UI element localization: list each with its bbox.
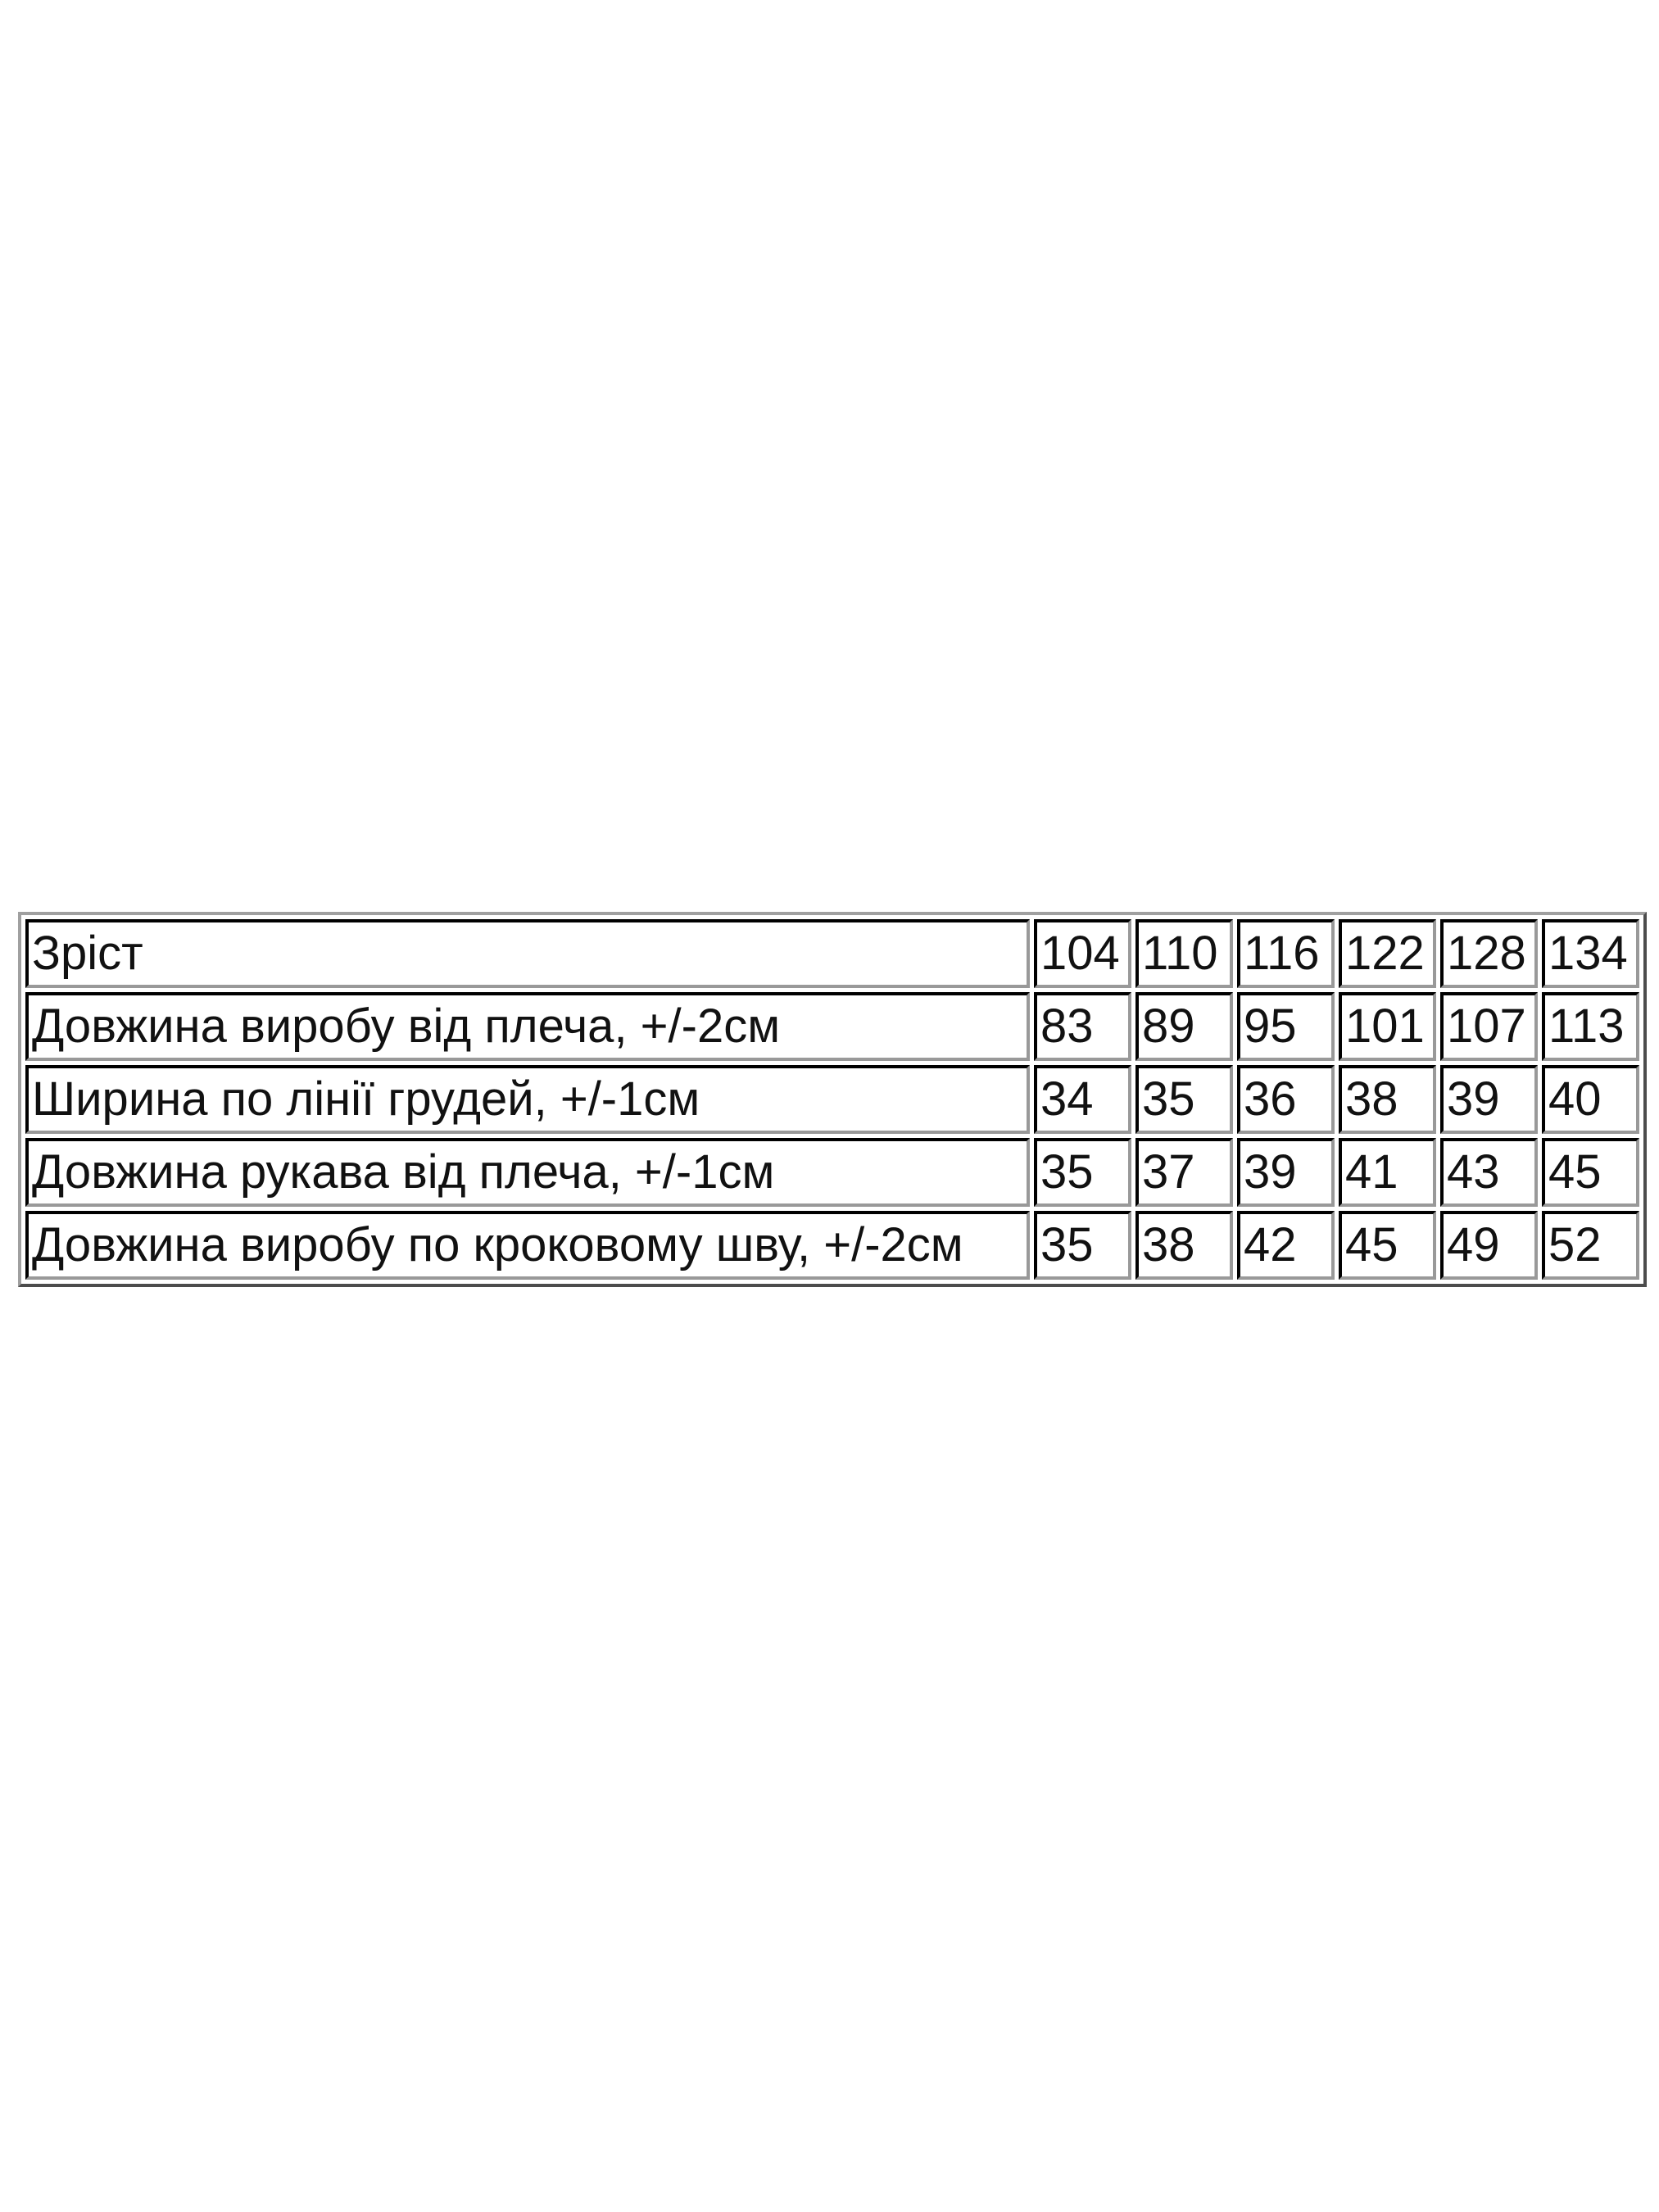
table-cell: 35 bbox=[1135, 1065, 1233, 1134]
table-cell: 95 bbox=[1237, 992, 1335, 1061]
row-label: Довжина рукава від плеча, +/-1см bbox=[25, 1138, 1030, 1207]
table-cell: 52 bbox=[1542, 1211, 1639, 1280]
table-row: Ширина по лінії грудей, +/-1см 34 35 36 38 39… bbox=[25, 1065, 1639, 1134]
table-cell: 116 bbox=[1237, 919, 1335, 988]
table-cell: 110 bbox=[1135, 919, 1233, 988]
table-cell: 37 bbox=[1135, 1138, 1233, 1207]
table-row: Довжина рукава від плеча, +/-1см 35 37 39 41… bbox=[25, 1138, 1639, 1207]
table-cell: 107 bbox=[1440, 992, 1538, 1061]
header-row: Зріст 104 110 116 122 128 134 bbox=[25, 919, 1639, 988]
table-cell: 101 bbox=[1339, 992, 1436, 1061]
table-cell: 42 bbox=[1237, 1211, 1335, 1280]
table-cell: 83 bbox=[1034, 992, 1131, 1061]
table-cell: 43 bbox=[1440, 1138, 1538, 1207]
table-cell: 35 bbox=[1034, 1211, 1131, 1280]
table-cell: 122 bbox=[1339, 919, 1436, 988]
table-cell: 40 bbox=[1542, 1065, 1639, 1134]
table-cell: 41 bbox=[1339, 1138, 1436, 1207]
row-label: Зріст bbox=[25, 919, 1030, 988]
table-cell: 36 bbox=[1237, 1065, 1335, 1134]
table-cell: 39 bbox=[1440, 1065, 1538, 1134]
table-cell: 89 bbox=[1135, 992, 1233, 1061]
row-label: Довжина виробу по кроковому шву, +/-2см bbox=[25, 1211, 1030, 1280]
table-cell: 104 bbox=[1034, 919, 1131, 988]
table-cell: 113 bbox=[1542, 992, 1639, 1061]
table-row: Довжина виробу від плеча, +/-2см 83 89 95 10… bbox=[25, 992, 1639, 1061]
table-row: Довжина виробу по кроковому шву, +/-2см 3… bbox=[25, 1211, 1639, 1280]
table-cell: 35 bbox=[1034, 1138, 1131, 1207]
table-cell: 34 bbox=[1034, 1065, 1131, 1134]
table-cell: 134 bbox=[1542, 919, 1639, 988]
size-chart-table: Зріст 104 110 116 122 128 134 Довжина виробу ві… bbox=[18, 912, 1647, 1287]
table-cell: 38 bbox=[1339, 1065, 1436, 1134]
row-label: Довжина виробу від плеча, +/-2см bbox=[25, 992, 1030, 1061]
table-cell: 49 bbox=[1440, 1211, 1538, 1280]
table-cell: 38 bbox=[1135, 1211, 1233, 1280]
row-label: Ширина по лінії грудей, +/-1см bbox=[25, 1065, 1030, 1134]
table-cell: 45 bbox=[1542, 1138, 1639, 1207]
table-cell: 128 bbox=[1440, 919, 1538, 988]
table-cell: 45 bbox=[1339, 1211, 1436, 1280]
table-cell: 39 bbox=[1237, 1138, 1335, 1207]
